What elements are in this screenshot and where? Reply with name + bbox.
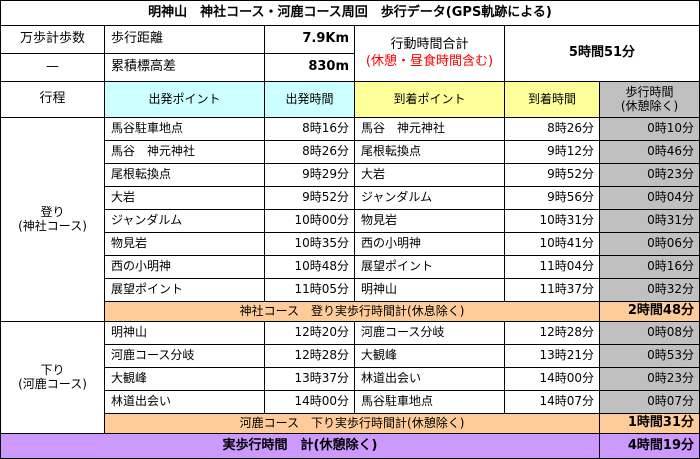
depart-point: 西の小明神 xyxy=(105,256,265,279)
arrive-time: 10時31分 xyxy=(505,210,600,233)
depart-time: 8時26分 xyxy=(265,141,355,164)
stage-label-descent: 下り (河鹿コース) xyxy=(0,322,105,434)
descent-subtotal-label: 河鹿コース 下り実歩行時間計(休憩除く) xyxy=(105,414,600,434)
depart-point: 林道出会い xyxy=(105,391,265,414)
depart-time: 10時35分 xyxy=(265,233,355,256)
depart-point: 物見岩 xyxy=(105,233,265,256)
walk-time: 0時53分 xyxy=(600,345,700,368)
arrive-point: 林道出会い xyxy=(355,368,505,391)
descent-label-line1: 下り xyxy=(40,362,65,377)
header-walk-time-line1: 歩行時間 xyxy=(625,84,674,99)
depart-time: 11時05分 xyxy=(265,279,355,302)
arrive-point: 大岩 xyxy=(355,164,505,187)
ascent-subtotal-value: 2時間48分 xyxy=(600,302,700,322)
ascent-label-line2: (神社コース) xyxy=(18,218,87,233)
depart-time: 8時16分 xyxy=(265,118,355,141)
grand-total-label: 実歩行時間 計(休憩除く) xyxy=(0,434,600,459)
walk-time: 0時23分 xyxy=(600,164,700,187)
header-arrive-time: 到着時間 xyxy=(505,82,600,118)
depart-time: 10時00分 xyxy=(265,210,355,233)
arrive-time: 13時21分 xyxy=(505,345,600,368)
arrive-point: 明神山 xyxy=(355,279,505,302)
walk-time: 0時08分 xyxy=(600,322,700,345)
arrive-point: 馬谷 神元神社 xyxy=(355,118,505,141)
arrive-time: 10時41分 xyxy=(505,233,600,256)
elevation-value: 830m xyxy=(265,54,355,82)
header-depart-time: 出発時間 xyxy=(265,82,355,118)
header-stage: 行程 xyxy=(0,82,105,118)
depart-point: 馬谷 神元神社 xyxy=(105,141,265,164)
walk-time: 0時10分 xyxy=(600,118,700,141)
depart-time: 14時00分 xyxy=(265,391,355,414)
walk-time: 0時04分 xyxy=(600,187,700,210)
arrive-time: 11時04分 xyxy=(505,256,600,279)
pedometer-value: — xyxy=(0,54,105,82)
total-time-value: 5時間51分 xyxy=(505,26,700,82)
total-time-note: (休憩・昼食時間含む) xyxy=(365,53,494,69)
arrive-time: 9時56分 xyxy=(505,187,600,210)
arrive-time: 12時28分 xyxy=(505,322,600,345)
ascent-label-line1: 登り xyxy=(40,204,65,219)
depart-point: 展望ポイント xyxy=(105,279,265,302)
depart-point: 馬谷駐車地点 xyxy=(105,118,265,141)
descent-label-line2: (河鹿コース) xyxy=(18,376,87,391)
total-time-label: 行動時間合計 xyxy=(390,36,469,52)
walk-time: 0時46分 xyxy=(600,141,700,164)
walk-time: 0時07分 xyxy=(600,391,700,414)
total-time-cell: 行動時間合計 (休憩・昼食時間含む) xyxy=(355,26,505,82)
header-depart-point: 出発ポイント xyxy=(105,82,265,118)
arrive-time: 14時07分 xyxy=(505,391,600,414)
arrive-point: 尾根転換点 xyxy=(355,141,505,164)
arrive-point: 物見岩 xyxy=(355,210,505,233)
depart-point: ジャンダルム xyxy=(105,210,265,233)
distance-value: 7.9Km xyxy=(265,26,355,54)
elevation-label: 累積標高差 xyxy=(105,54,265,82)
page-title: 明神山 神社コース・河鹿コース周回 歩行データ(GPS軌跡による) xyxy=(0,0,700,26)
walk-time: 0時06分 xyxy=(600,233,700,256)
arrive-time: 9時12分 xyxy=(505,141,600,164)
walk-time: 0時32分 xyxy=(600,279,700,302)
walk-time: 0時16分 xyxy=(600,256,700,279)
depart-time: 9時29分 xyxy=(265,164,355,187)
depart-time: 10時48分 xyxy=(265,256,355,279)
depart-time: 12時28分 xyxy=(265,345,355,368)
arrive-time: 11時37分 xyxy=(505,279,600,302)
ascent-subtotal-label: 神社コース 登り実歩行時間計(休息除く) xyxy=(105,302,600,322)
depart-point: 明神山 xyxy=(105,322,265,345)
distance-label: 歩行距離 xyxy=(105,26,265,54)
arrive-point: 展望ポイント xyxy=(355,256,505,279)
header-walk-time: 歩行時間 (休憩除く) xyxy=(600,82,700,118)
walk-time: 0時31分 xyxy=(600,210,700,233)
depart-time: 9時52分 xyxy=(265,187,355,210)
grand-total-value: 4時間19分 xyxy=(600,434,700,459)
stage-label-ascent: 登り (神社コース) xyxy=(0,118,105,322)
pedometer-label: 万歩計歩数 xyxy=(0,26,105,54)
arrive-time: 14時00分 xyxy=(505,368,600,391)
depart-point: 大岩 xyxy=(105,187,265,210)
arrive-time: 8時26分 xyxy=(505,118,600,141)
arrive-point: 大観峰 xyxy=(355,345,505,368)
header-arrive-point: 到着ポイント xyxy=(355,82,505,118)
depart-time: 13時37分 xyxy=(265,368,355,391)
header-walk-time-line2: (休憩除く) xyxy=(620,98,679,113)
descent-subtotal-value: 1時間31分 xyxy=(600,414,700,434)
arrive-point: 馬谷駐車地点 xyxy=(355,391,505,414)
depart-point: 大観峰 xyxy=(105,368,265,391)
depart-point: 尾根転換点 xyxy=(105,164,265,187)
walk-time: 0時23分 xyxy=(600,368,700,391)
arrive-point: ジャンダルム xyxy=(355,187,505,210)
depart-time: 12時20分 xyxy=(265,322,355,345)
arrive-point: 西の小明神 xyxy=(355,233,505,256)
arrive-time: 9時52分 xyxy=(505,164,600,187)
arrive-point: 河鹿コース分岐 xyxy=(355,322,505,345)
depart-point: 河鹿コース分岐 xyxy=(105,345,265,368)
